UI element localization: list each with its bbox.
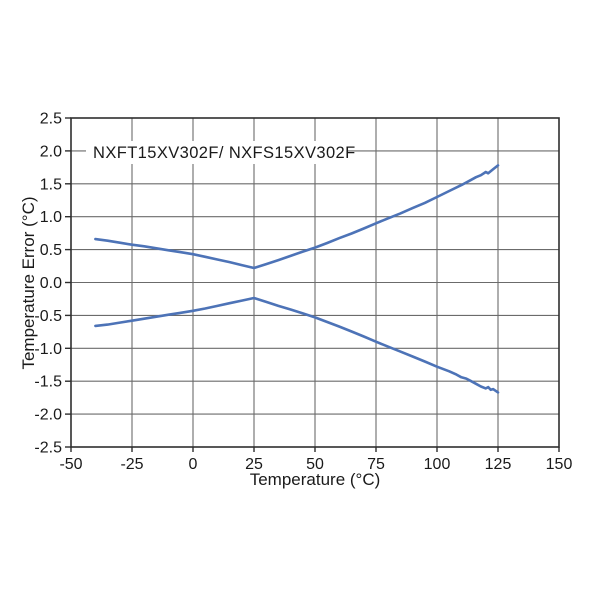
- series-line-upper-tolerance: [94, 164, 500, 270]
- series-label: NXFT15XV302F/ NXFS15XV302F: [93, 144, 356, 162]
- series-line-lower-tolerance: [94, 296, 500, 394]
- series-layer: [94, 164, 500, 394]
- series-label-background: [86, 141, 348, 164]
- y-tick-label: 0.5: [40, 242, 62, 259]
- y-axis-title: Temperature Error (°C): [19, 196, 38, 369]
- y-tick-label: -2.5: [34, 440, 62, 457]
- x-tick-label: 100: [424, 456, 451, 473]
- y-tick-label: 2.5: [40, 111, 62, 128]
- y-tick-label: -0.5: [34, 308, 62, 325]
- y-tick-label: 2.0: [40, 143, 62, 160]
- y-tick-label: -2.0: [34, 407, 62, 424]
- x-tick-label: -25: [120, 456, 143, 473]
- y-tick-label: 1.5: [40, 176, 62, 193]
- tick-layer: -50 -25 0 25 50 75 100 125 150 2.5 2.0 1.5 1.0 0.5 0.0…: [34, 111, 572, 474]
- y-tick-label: 0.0: [40, 275, 62, 292]
- x-tick-label: 0: [189, 456, 198, 473]
- grid-layer: [71, 118, 559, 447]
- frame-layer: [65, 117, 560, 452]
- x-tick-label: -50: [59, 456, 82, 473]
- x-tick-label: 50: [306, 456, 324, 473]
- x-tick-label: 75: [367, 456, 385, 473]
- x-tick-label: 125: [485, 456, 512, 473]
- x-axis-title: Temperature (°C): [250, 470, 381, 489]
- y-tick-label: -1.0: [34, 341, 62, 358]
- y-tick-label: -1.5: [34, 374, 62, 391]
- y-tick-label: 1.0: [40, 209, 62, 226]
- x-tick-label: 150: [546, 456, 573, 473]
- x-tick-label: 25: [245, 456, 263, 473]
